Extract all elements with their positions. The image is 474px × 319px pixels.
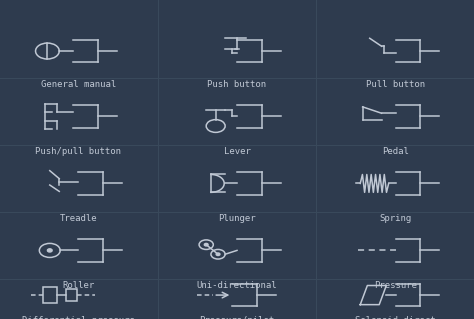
Text: Pressure: Pressure bbox=[374, 281, 417, 290]
Text: Pull button: Pull button bbox=[366, 80, 425, 89]
Text: Plunger: Plunger bbox=[218, 214, 256, 223]
Circle shape bbox=[204, 243, 208, 246]
Circle shape bbox=[47, 249, 52, 252]
Text: Pressure/pilot: Pressure/pilot bbox=[200, 316, 274, 319]
Text: Lever: Lever bbox=[224, 147, 250, 156]
Bar bbox=[66, 289, 77, 301]
Text: Solenoid direct: Solenoid direct bbox=[356, 316, 436, 319]
Text: Spring: Spring bbox=[380, 214, 412, 223]
Text: Roller: Roller bbox=[62, 281, 94, 290]
Text: Push/pull button: Push/pull button bbox=[35, 147, 121, 156]
Text: General manual: General manual bbox=[41, 80, 116, 89]
Text: Differential pressure: Differential pressure bbox=[22, 316, 135, 319]
Text: Push button: Push button bbox=[208, 80, 266, 89]
Text: Treadle: Treadle bbox=[59, 214, 97, 223]
Circle shape bbox=[216, 253, 220, 256]
Text: Uni-directional: Uni-directional bbox=[197, 281, 277, 290]
Bar bbox=[43, 287, 57, 303]
Text: Pedal: Pedal bbox=[383, 147, 409, 156]
